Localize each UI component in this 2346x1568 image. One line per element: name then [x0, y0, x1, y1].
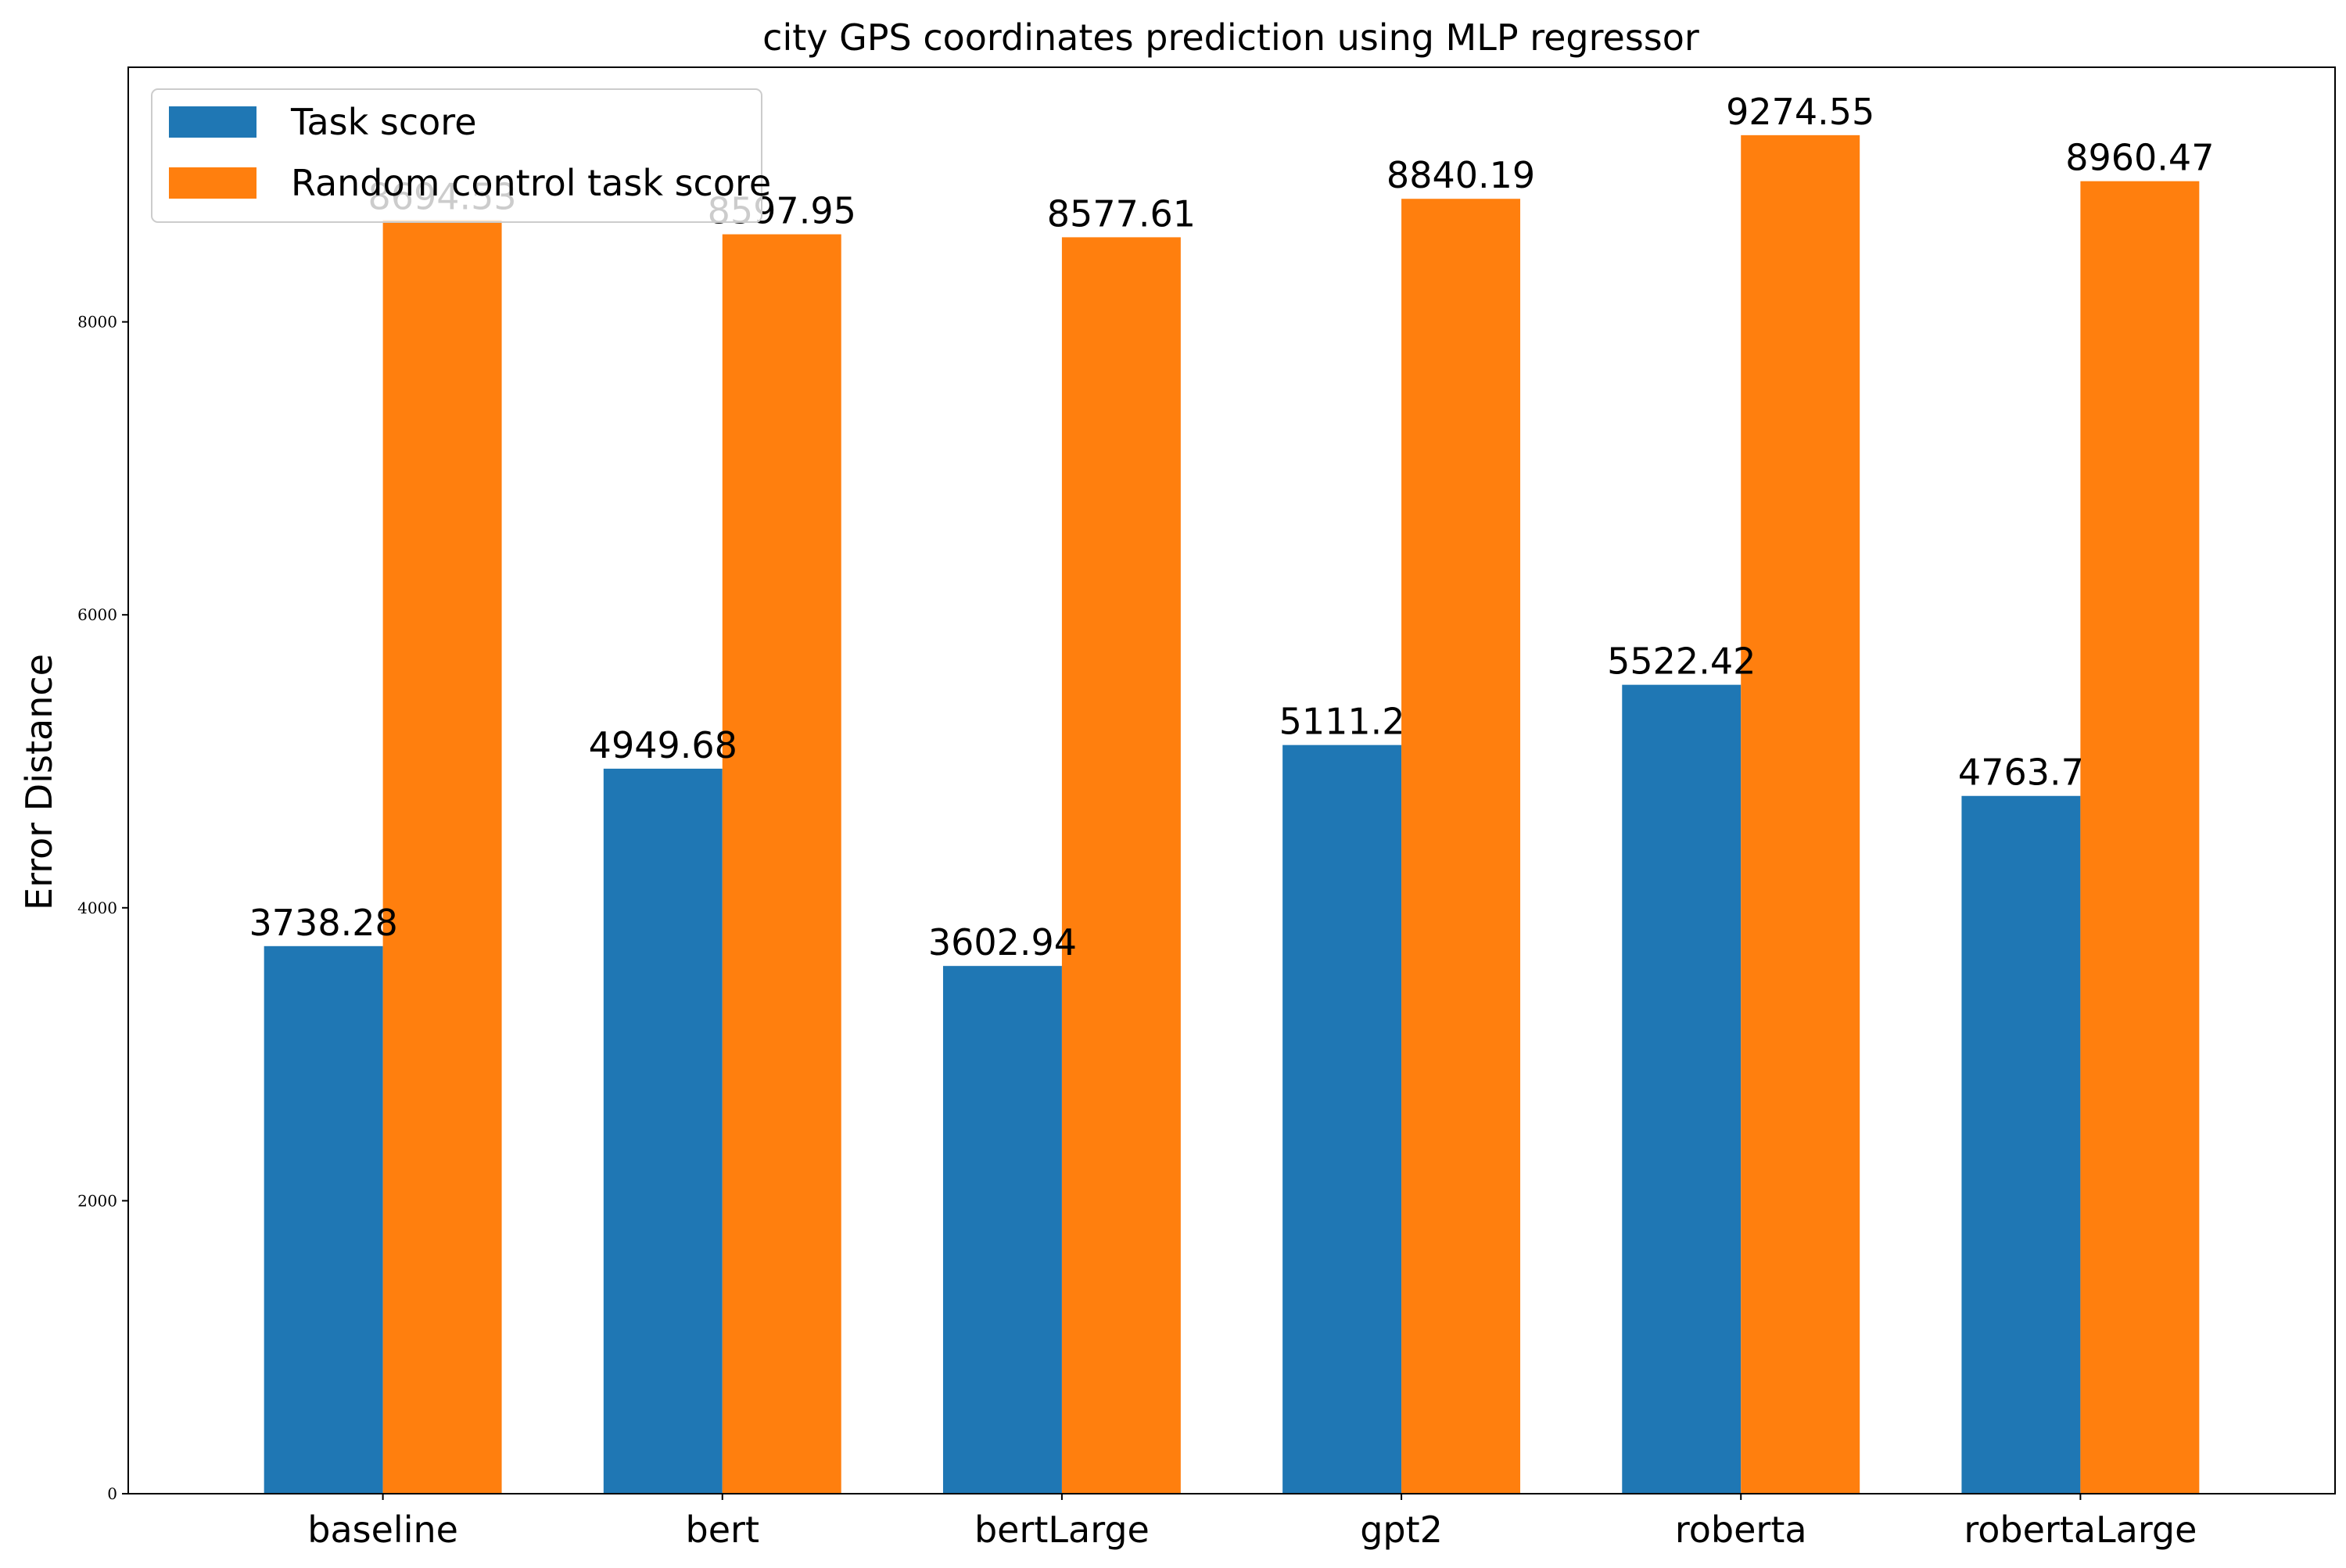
value-label-random-control-task-score-gpt2: 8840.19 — [1386, 154, 1535, 196]
y-tick-label: 0 — [107, 1484, 117, 1503]
value-label-task-score-bert: 4949.68 — [589, 724, 737, 766]
legend-label-task-score: Task score — [290, 101, 477, 143]
y-tick-label: 2000 — [77, 1191, 117, 1210]
legend-label-random-control-task-score: Random control task score — [291, 162, 771, 204]
legend-swatch-random-control-task-score — [169, 167, 256, 199]
bars-layer — [264, 135, 2200, 1494]
chart-title: city GPS coordinates prediction using ML… — [762, 16, 1699, 59]
bar-random-control-task-score-bert — [722, 234, 841, 1494]
x-tick-label-roberta: roberta — [1675, 1509, 1807, 1551]
value-label-task-score-baseline: 3738.28 — [249, 902, 398, 944]
bar-task-score-roberta — [1622, 684, 1742, 1494]
value-label-task-score-robertalarge: 4763.7 — [1958, 752, 2084, 794]
legend-swatch-task-score — [169, 106, 256, 138]
bar-random-control-task-score-baseline — [382, 220, 502, 1494]
bar-random-control-task-score-gpt2 — [1401, 199, 1521, 1494]
value-label-task-score-gpt2: 5111.2 — [1279, 701, 1405, 743]
bar-task-score-robertalarge — [1961, 795, 2081, 1494]
value-label-random-control-task-score-robertalarge: 8960.47 — [2065, 137, 2214, 179]
value-label-random-control-task-score-roberta: 9274.55 — [1726, 91, 1874, 133]
plot-frame — [127, 66, 2336, 1494]
y-tick-label: 8000 — [77, 313, 117, 332]
bar-task-score-gpt2 — [1282, 745, 1402, 1494]
y-axis-ticks: 0 2000 4000 6000 8000 — [77, 313, 128, 1503]
x-tick-label-gpt2: gpt2 — [1360, 1509, 1443, 1551]
bar-task-score-bertlarge — [942, 966, 1062, 1494]
x-axis-ticks: baseline bert bertLarge gpt2 roberta robertaL… — [307, 1494, 2197, 1551]
y-tick-label: 4000 — [77, 899, 117, 917]
x-tick-label-bertlarge: bertLarge — [974, 1509, 1150, 1551]
bar-random-control-task-score-roberta — [1741, 135, 1860, 1494]
x-tick-label-baseline: baseline — [307, 1509, 458, 1551]
y-tick-label: 6000 — [77, 605, 117, 624]
value-label-random-control-task-score-bertlarge: 8577.61 — [1047, 192, 1196, 235]
x-tick-label-robertalarge: robertaLarge — [1964, 1509, 2197, 1551]
bar-task-score-bert — [603, 768, 723, 1494]
y-axis-label: Error Distance — [18, 654, 60, 910]
value-label-task-score-bertlarge: 3602.94 — [928, 921, 1077, 963]
bar-random-control-task-score-bertlarge — [1061, 237, 1181, 1494]
bar-random-control-task-score-robertalarge — [2080, 181, 2200, 1494]
value-label-task-score-roberta: 5522.42 — [1607, 640, 1756, 683]
value-labels-layer: 3738.28 4949.68 3602.94 5111.2 5522.42 4763.7… — [249, 91, 2215, 963]
legend: Task score Random control task score — [151, 88, 771, 223]
x-tick-label-bert: bert — [686, 1509, 759, 1551]
bar-task-score-baseline — [264, 945, 383, 1494]
legend-frame — [151, 88, 762, 223]
